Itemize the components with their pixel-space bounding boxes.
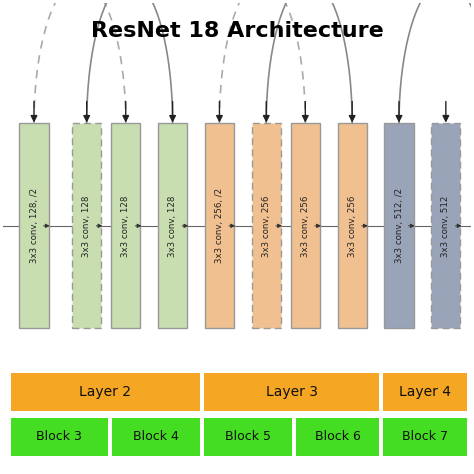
Text: 3x3 conv, 512, /2: 3x3 conv, 512, /2 bbox=[394, 188, 403, 264]
Text: Block 5: Block 5 bbox=[225, 430, 271, 443]
Bar bbox=[112, 418, 200, 456]
Text: 3x3 conv, 512: 3x3 conv, 512 bbox=[441, 195, 450, 256]
Text: Block 7: Block 7 bbox=[402, 430, 448, 443]
Bar bbox=[10, 373, 200, 411]
Text: 3x3 conv, 256: 3x3 conv, 256 bbox=[347, 195, 356, 256]
Bar bbox=[10, 418, 108, 456]
Text: 3x3 conv, 256: 3x3 conv, 256 bbox=[301, 195, 310, 256]
Text: 3x3 conv, 256: 3x3 conv, 256 bbox=[262, 195, 271, 256]
Text: Layer 4: Layer 4 bbox=[400, 385, 451, 399]
Bar bbox=[204, 418, 292, 456]
FancyBboxPatch shape bbox=[291, 123, 320, 328]
FancyBboxPatch shape bbox=[431, 123, 460, 328]
FancyBboxPatch shape bbox=[337, 123, 367, 328]
Bar bbox=[383, 373, 467, 411]
FancyBboxPatch shape bbox=[19, 123, 49, 328]
Text: 3x3 conv, 128: 3x3 conv, 128 bbox=[168, 195, 177, 256]
FancyBboxPatch shape bbox=[72, 123, 101, 328]
Text: ResNet 18 Architecture: ResNet 18 Architecture bbox=[91, 21, 383, 41]
Text: Block 4: Block 4 bbox=[133, 430, 179, 443]
FancyBboxPatch shape bbox=[384, 123, 414, 328]
Text: Block 6: Block 6 bbox=[315, 430, 360, 443]
Bar bbox=[296, 418, 380, 456]
Text: 3x3 conv, 128: 3x3 conv, 128 bbox=[121, 195, 130, 256]
FancyBboxPatch shape bbox=[111, 123, 140, 328]
Bar bbox=[204, 373, 380, 411]
Text: 3x3 conv, 256, /2: 3x3 conv, 256, /2 bbox=[215, 188, 224, 264]
FancyBboxPatch shape bbox=[252, 123, 281, 328]
Text: 3x3 conv, 128, /2: 3x3 conv, 128, /2 bbox=[29, 188, 38, 264]
Text: Layer 3: Layer 3 bbox=[265, 385, 318, 399]
Text: Block 3: Block 3 bbox=[36, 430, 82, 443]
Text: Layer 2: Layer 2 bbox=[79, 385, 131, 399]
Bar bbox=[383, 418, 467, 456]
Text: 3x3 conv, 128: 3x3 conv, 128 bbox=[82, 195, 91, 256]
FancyBboxPatch shape bbox=[158, 123, 187, 328]
FancyBboxPatch shape bbox=[205, 123, 234, 328]
